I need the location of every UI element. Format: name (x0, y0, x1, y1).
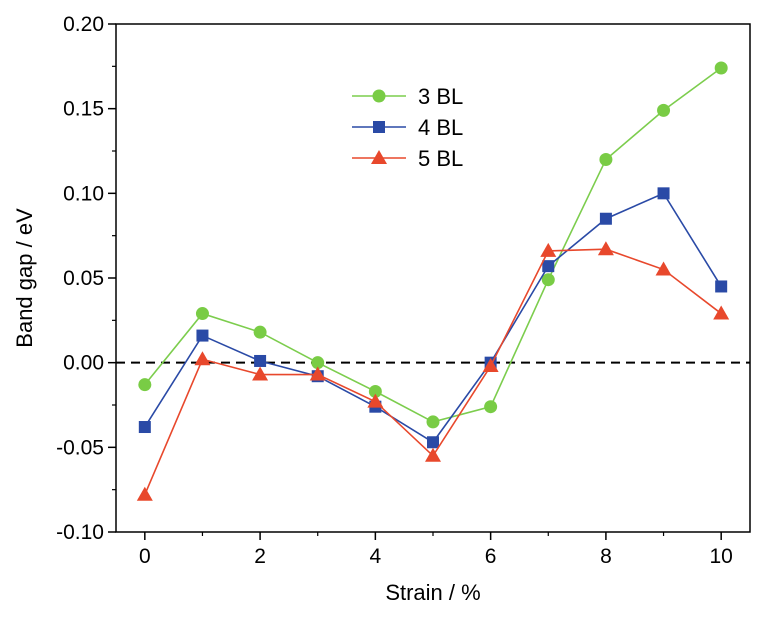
data-point-4-bl (657, 187, 670, 200)
legend-item-3-bl: 3 BL (352, 84, 463, 109)
series-3-bl (138, 61, 728, 429)
data-point-3-bl (138, 378, 152, 392)
data-point-4-bl (196, 329, 209, 342)
data-point-3-bl (311, 356, 325, 370)
x-tick-label: 8 (600, 545, 612, 568)
data-point-3-bl (484, 400, 498, 414)
data-point-3-bl (657, 103, 671, 117)
legend-label: 4 BL (418, 115, 463, 140)
data-point-3-bl (426, 415, 440, 429)
data-point-3-bl (714, 61, 728, 75)
y-tick-label: 0.05 (63, 267, 104, 290)
legend-marker (371, 150, 387, 164)
legend: 3 BL 4 BL 5 BL (352, 84, 463, 171)
data-point-5-bl (136, 486, 153, 501)
series-4-bl (138, 187, 728, 449)
data-point-5-bl (367, 393, 384, 408)
data-point-5-bl (713, 305, 730, 320)
data-point-3-bl (541, 273, 555, 287)
y-tick-label: 0.20 (63, 13, 104, 36)
data-point-4-bl (715, 280, 728, 293)
data-point-4-bl (138, 421, 151, 434)
data-point-5-bl (194, 351, 211, 366)
x-tick-label: 4 (370, 545, 382, 568)
y-tick-label: 0.10 (63, 182, 104, 205)
data-point-4-bl (427, 436, 439, 449)
x-tick-label: 0 (139, 545, 151, 568)
y-tick-label: 0.15 (63, 98, 104, 121)
legend-item-4-bl: 4 BL (352, 115, 463, 140)
plot-layer (116, 61, 750, 501)
data-point-3-bl (599, 152, 613, 166)
y-axis-title: Band gap / eV (12, 208, 37, 348)
x-tick-label: 6 (485, 545, 497, 568)
data-point-3-bl (195, 307, 209, 321)
legend-label: 5 BL (418, 146, 463, 171)
data-point-5-bl (309, 366, 326, 381)
axes-layer: 0 2 4 6 8 10 -0.10 -0.05 0.00 0.05 0.10 0.15 0.20 (56, 13, 751, 568)
y-tick-label: -0.10 (56, 521, 104, 544)
data-point-5-bl (482, 358, 499, 373)
data-point-5-bl (425, 447, 441, 462)
data-point-5-bl (655, 261, 672, 276)
legend-marker (372, 89, 386, 103)
x-tick-label: 2 (254, 545, 266, 568)
data-point-3-bl (368, 384, 382, 398)
data-point-5-bl (597, 241, 614, 256)
data-point-4-bl (254, 354, 267, 367)
data-point-5-bl (252, 366, 269, 381)
y-tick-label: 0.00 (63, 352, 104, 375)
data-point-4-bl (542, 260, 555, 273)
x-axis-title: Strain / % (385, 580, 480, 605)
y-tick-label: -0.05 (56, 436, 104, 459)
legend-marker (373, 121, 385, 133)
data-point-3-bl (253, 325, 267, 339)
series-line-4-bl (144, 192, 722, 444)
x-tick-label: 10 (710, 545, 733, 568)
series-5-bl (136, 241, 730, 501)
legend-item-5-bl: 5 BL (352, 146, 463, 171)
data-point-4-bl (599, 212, 612, 225)
legend-label: 3 BL (418, 84, 463, 109)
data-point-5-bl (540, 242, 557, 257)
